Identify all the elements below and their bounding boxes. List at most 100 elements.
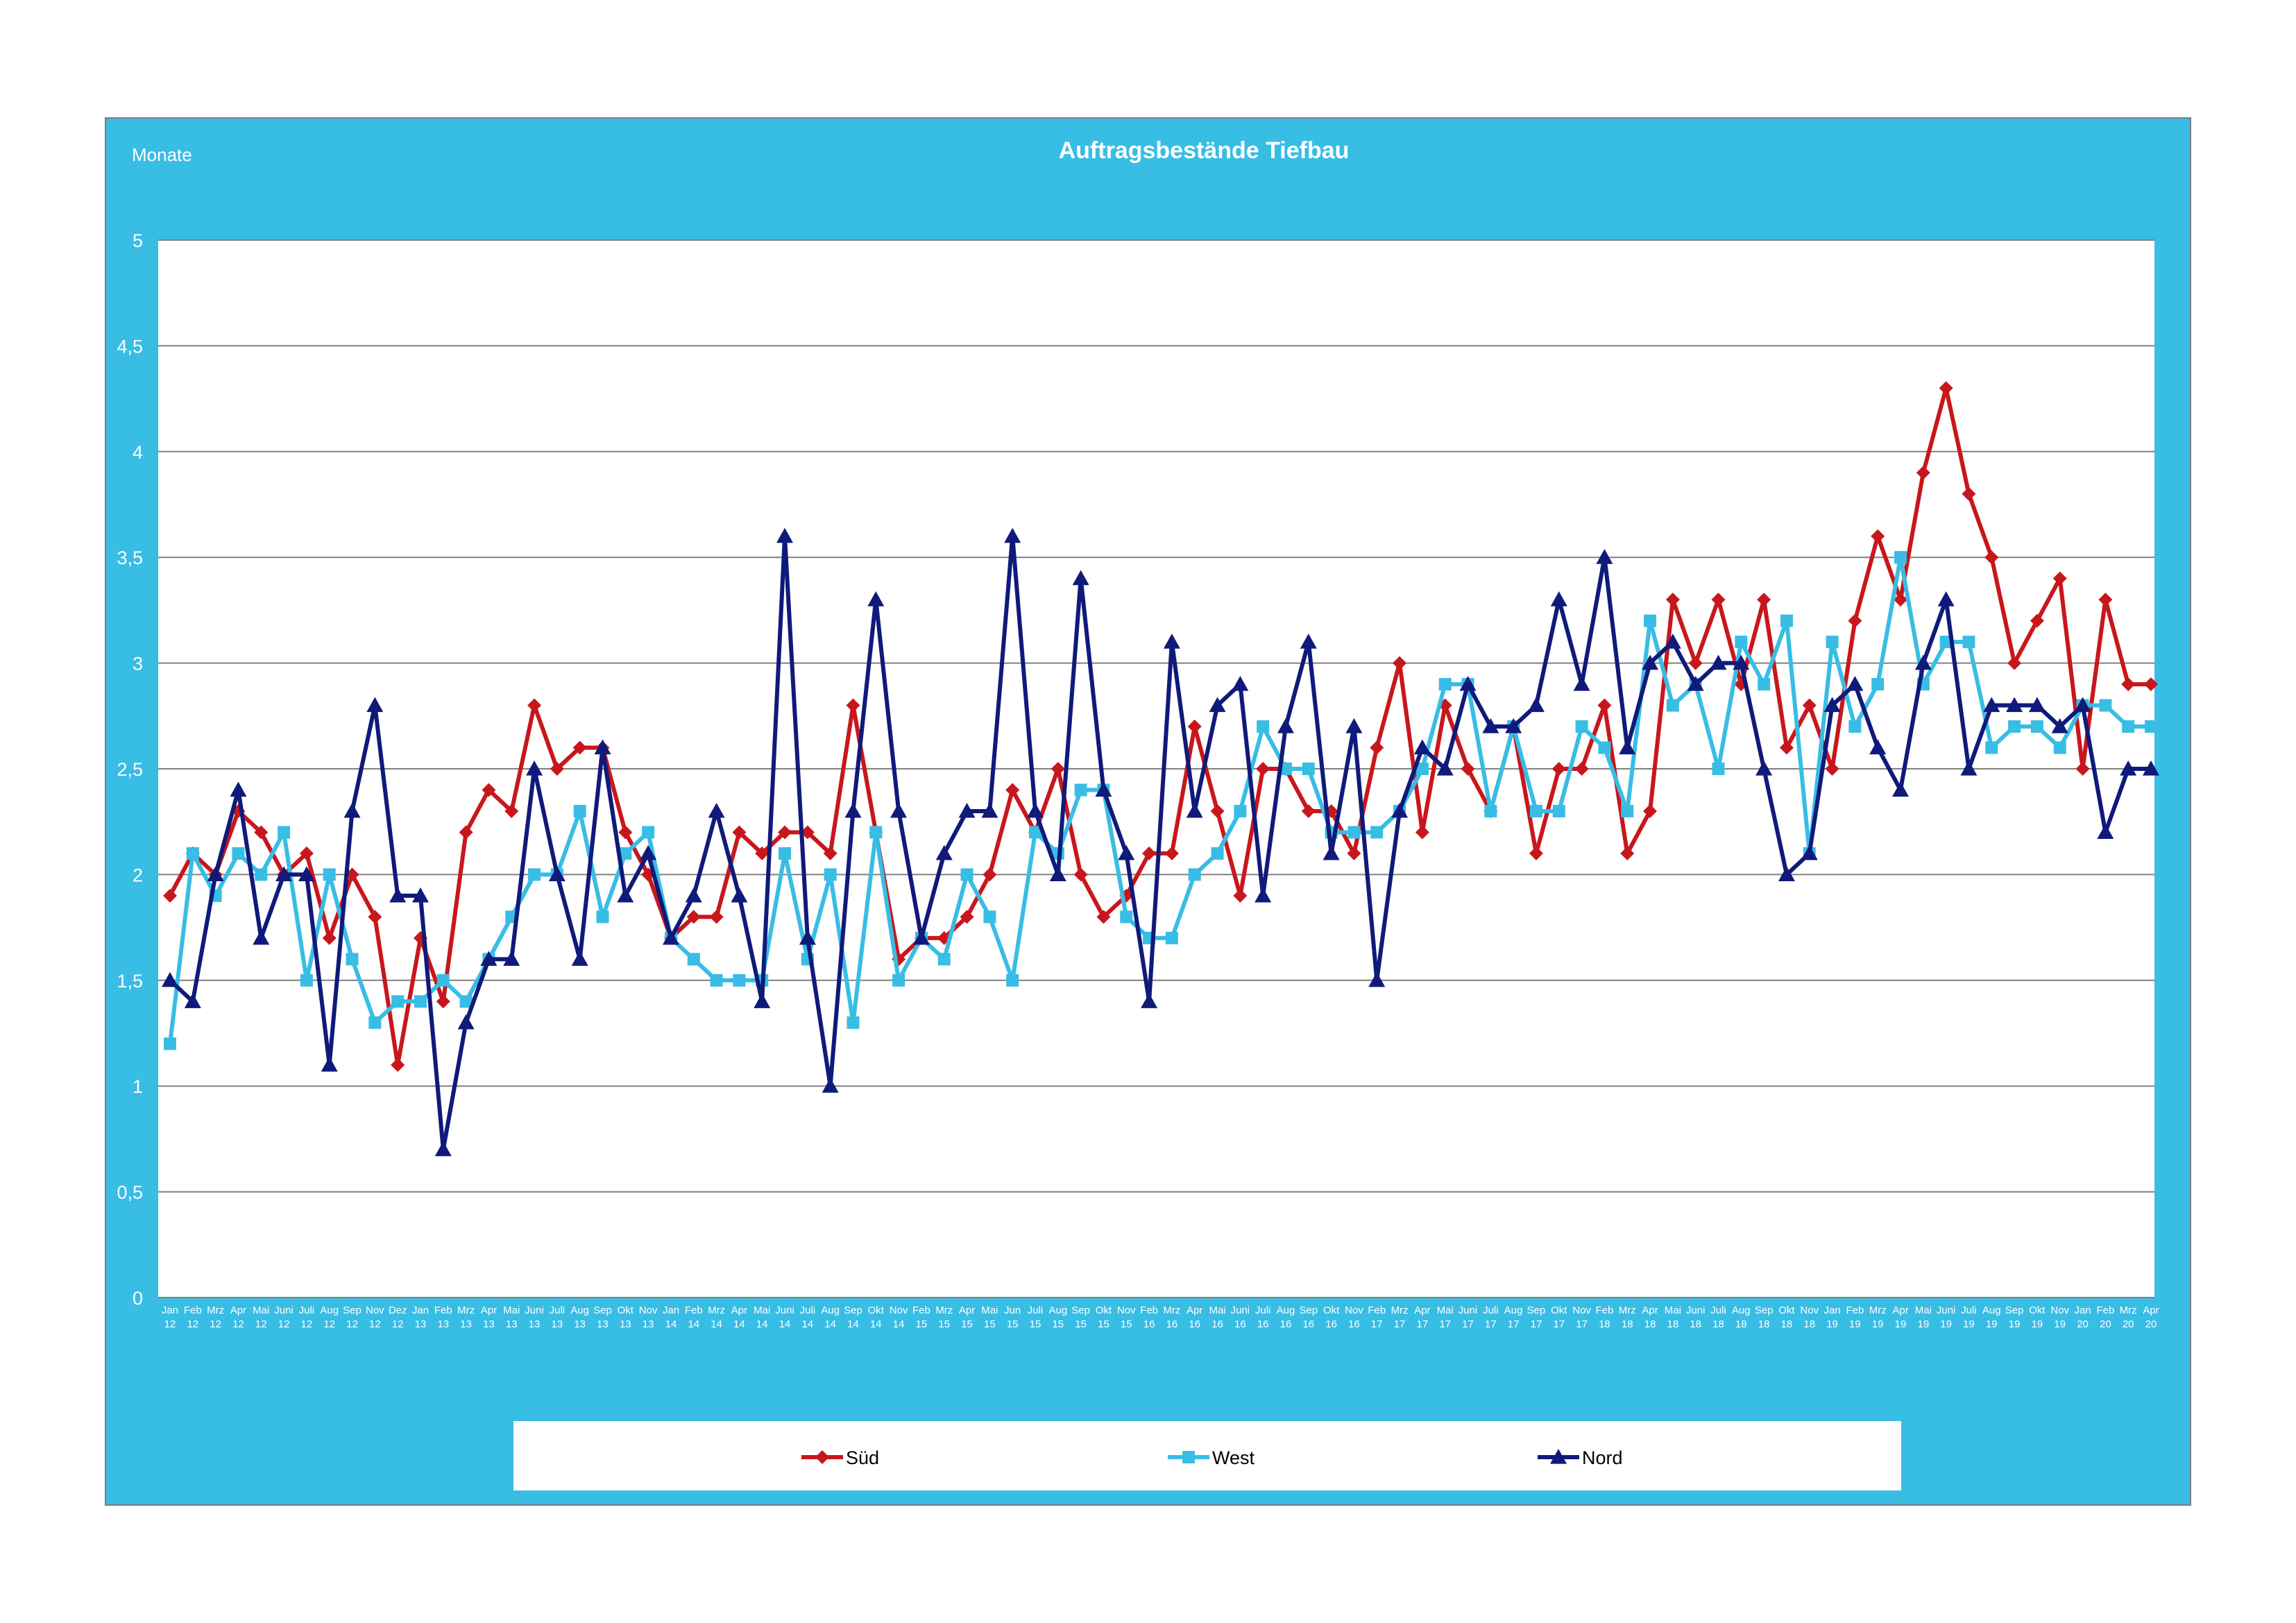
- data-point-west: [414, 995, 427, 1008]
- x-tick-label: Feb: [1368, 1305, 1386, 1316]
- data-point-nord: [776, 527, 794, 543]
- x-tick-label-year: 13: [529, 1318, 541, 1330]
- x-tick-label: Sep: [593, 1305, 612, 1316]
- data-point-west: [983, 910, 996, 924]
- x-tick-label-year: 17: [1371, 1318, 1383, 1330]
- x-tick-label-year: 14: [802, 1318, 814, 1330]
- data-point-west: [2099, 699, 2112, 712]
- data-point-west: [2122, 720, 2135, 733]
- x-tick-label: Apr: [959, 1305, 975, 1316]
- x-tick-label: Okt: [1778, 1305, 1795, 1316]
- data-point-sued: [1370, 740, 1384, 755]
- x-tick-label-year: 18: [1758, 1318, 1770, 1330]
- data-point-nord: [594, 739, 611, 755]
- data-point-sued: [322, 931, 337, 945]
- x-tick-label-year: 16: [1302, 1318, 1314, 1330]
- data-point-west: [1484, 804, 1497, 817]
- data-point-west: [1302, 763, 1315, 775]
- y-tick-label: 5: [133, 230, 143, 251]
- x-tick-label: Mrz: [1391, 1305, 1409, 1316]
- data-point-nord: [685, 887, 702, 903]
- data-point-west: [596, 910, 609, 924]
- data-point-sued: [482, 783, 496, 797]
- x-tick-label: Jan: [1823, 1305, 1840, 1316]
- data-point-west: [1529, 804, 1542, 817]
- data-point-sued: [778, 825, 792, 840]
- data-point-sued: [1551, 762, 1566, 776]
- x-tick-label: Aug: [1048, 1305, 1067, 1316]
- data-point-nord: [1687, 676, 1704, 691]
- data-point-west: [1415, 763, 1429, 775]
- x-tick-label: Juli: [299, 1305, 315, 1316]
- x-tick-label-year: 14: [711, 1318, 722, 1330]
- y-tick-label: 4: [133, 442, 143, 463]
- data-point-nord: [526, 760, 543, 776]
- x-tick-label-year: 12: [323, 1318, 335, 1330]
- data-point-west: [164, 1037, 176, 1051]
- x-tick-label: Jan: [2074, 1305, 2091, 1316]
- x-tick-label-year: 14: [779, 1318, 791, 1330]
- data-point-nord: [1209, 697, 1226, 713]
- data-point-west: [1552, 804, 1565, 817]
- data-point-sued: [1142, 846, 1157, 860]
- x-tick-label-year: 18: [1622, 1318, 1633, 1330]
- y-tick-label: 2: [133, 865, 143, 885]
- x-tick-label-year: 18: [1735, 1318, 1747, 1330]
- x-tick-label: Juli: [1255, 1305, 1271, 1316]
- x-tick-label: Juli: [800, 1305, 816, 1316]
- x-tick-label: Mrz: [1163, 1305, 1180, 1316]
- x-tick-label: Apr: [1414, 1305, 1430, 1316]
- x-tick-label-year: 16: [1211, 1318, 1223, 1330]
- data-point-sued: [709, 910, 724, 924]
- x-tick-label: Mai: [253, 1305, 269, 1316]
- data-point-nord: [662, 929, 679, 945]
- data-point-sued: [1643, 804, 1658, 818]
- data-point-west: [687, 953, 700, 966]
- data-point-west: [779, 847, 792, 860]
- x-tick-label: Mrz: [457, 1305, 475, 1316]
- data-point-nord: [1345, 718, 1363, 733]
- data-point-sued: [1894, 593, 1908, 607]
- x-tick-label-year: 16: [1348, 1318, 1360, 1330]
- data-point-west: [642, 826, 655, 839]
- data-point-nord: [162, 971, 178, 987]
- data-point-nord: [1482, 718, 1499, 733]
- x-tick-label: Jan: [663, 1305, 679, 1316]
- data-point-west: [892, 974, 905, 987]
- data-point-nord: [731, 887, 748, 903]
- x-tick-label-year: 19: [1826, 1318, 1838, 1330]
- y-tick-label: 2,5: [117, 759, 143, 780]
- data-point-west: [1758, 678, 1771, 691]
- x-tick-label: Mai: [1437, 1305, 1454, 1316]
- data-point-nord: [1710, 654, 1727, 670]
- series-line-nord: [168, 534, 2151, 1152]
- x-tick-label-year: 14: [893, 1318, 905, 1330]
- x-tick-label-year: 13: [506, 1318, 518, 1330]
- data-point-west: [2145, 720, 2157, 733]
- y-tick-label: 0: [133, 1288, 143, 1309]
- x-tick-label: Nov: [1117, 1305, 1136, 1316]
- x-tick-label-year: 15: [916, 1318, 928, 1330]
- data-point-nord: [617, 887, 634, 903]
- data-point-sued: [550, 762, 564, 776]
- x-tick-label-year: 12: [210, 1318, 221, 1330]
- x-tick-label: Okt: [868, 1305, 885, 1316]
- data-point-sued: [1962, 486, 1976, 501]
- x-tick-label-year: 12: [346, 1318, 358, 1330]
- data-point-sued: [1620, 846, 1635, 860]
- x-tick-label: Apr: [1187, 1305, 1202, 1316]
- data-point-sued: [1347, 846, 1361, 860]
- data-point-sued: [2121, 677, 2136, 692]
- y-tick-label: 1,5: [117, 971, 143, 992]
- x-tick-label-year: 15: [1075, 1318, 1087, 1330]
- data-point-west: [1074, 783, 1087, 797]
- x-tick-label-year: 19: [1849, 1318, 1861, 1330]
- legend-label: Nord: [1582, 1447, 1623, 1468]
- x-tick-label-year: 12: [164, 1318, 176, 1330]
- data-point-west: [2008, 720, 2021, 733]
- x-tick-label-year: 18: [1599, 1318, 1610, 1330]
- x-tick-label-year: 15: [1052, 1318, 1064, 1330]
- data-point-nord: [1505, 718, 1522, 733]
- x-tick-label: Aug: [1982, 1305, 2001, 1316]
- x-tick-label-year: 13: [460, 1318, 472, 1330]
